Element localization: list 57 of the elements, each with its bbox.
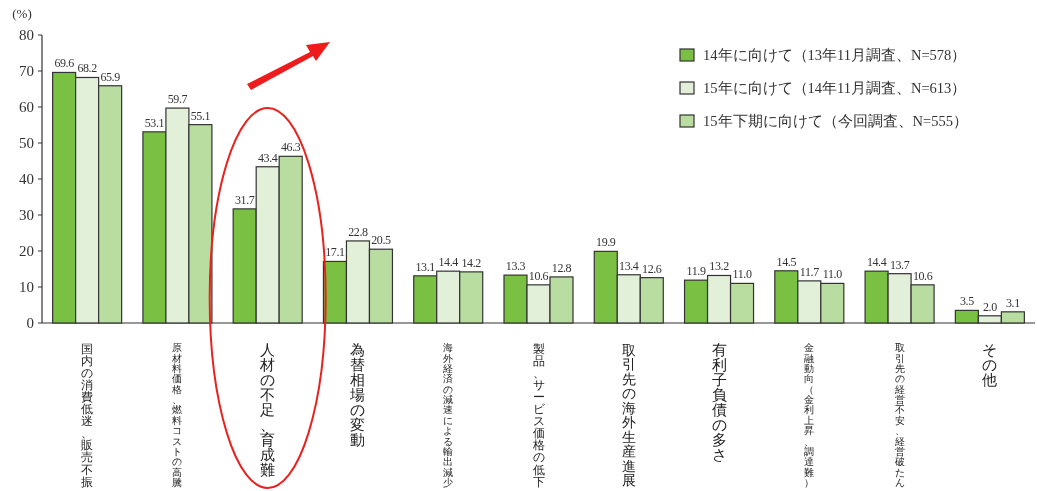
y-tick-label: 80	[19, 27, 34, 43]
data-label: 69.6	[54, 56, 75, 71]
data-label: 3.5	[959, 294, 975, 309]
data-label: 12.6	[642, 261, 662, 276]
data-label: 31.7	[234, 192, 255, 207]
data-label: 13.7	[889, 257, 910, 272]
data-label: 14.4	[438, 255, 459, 270]
data-label: 53.1	[144, 115, 165, 130]
y-tick-label: 50	[19, 135, 34, 151]
data-label: 14.5	[776, 254, 797, 269]
legend-label: 14年に向けて（13年11月調査、N=578）	[703, 47, 967, 63]
data-label: 17.1	[325, 245, 346, 260]
data-label: 12.8	[551, 260, 572, 275]
x-tick-label: 有利子負債の多さ	[711, 342, 727, 463]
data-label: 65.9	[100, 69, 121, 84]
y-tick-label: 70	[19, 63, 34, 79]
data-label: 10.6	[528, 268, 549, 283]
data-label: 3.1	[1005, 295, 1021, 310]
y-axis-title: (%)	[12, 6, 32, 21]
data-label: 11.7	[799, 264, 820, 279]
data-label: 13.2	[709, 259, 730, 274]
data-label: 22.8	[348, 224, 369, 239]
category-label: 原材料価格、燃料コストの高騰	[172, 342, 183, 488]
data-label: 14.4	[866, 255, 887, 270]
y-tick-label: 0	[26, 315, 34, 331]
legend-label: 15年に向けて（14年11月調査、N=613）	[703, 80, 967, 96]
category-label: 製品、サービス価格の低下	[532, 342, 545, 489]
data-label: 19.9	[596, 235, 616, 250]
data-label: 46.3	[280, 140, 301, 155]
data-label: 43.4	[257, 150, 278, 165]
y-tick-label: 60	[19, 99, 34, 115]
legend-label: 15年下期に向けて（今回調査、N=555）	[703, 113, 968, 129]
data-label: 11.9	[686, 264, 706, 279]
data-label: 11.0	[822, 267, 843, 282]
x-tick-label: 為替相場の変動	[349, 342, 366, 448]
data-label: 10.6	[912, 268, 933, 283]
data-label: 59.7	[167, 92, 188, 107]
category-label: 金融動向（金利上昇、調達難）	[804, 342, 815, 488]
category-label: 国内の消費低迷、販売不振	[81, 342, 94, 489]
y-tick-label: 30	[19, 207, 34, 223]
data-label: 55.1	[190, 108, 211, 123]
category-label: 取引先の海外生産進展	[621, 341, 636, 489]
data-label: 14.2	[461, 255, 482, 270]
y-tick-label: 20	[19, 243, 34, 259]
category-label: 海外経済の減速による輸出減少	[443, 342, 454, 488]
data-label: 13.1	[415, 259, 436, 274]
data-label: 68.2	[77, 61, 98, 76]
data-label: 2.0	[982, 299, 998, 314]
category-label: 人材の不足、育成難	[260, 342, 276, 478]
data-label: 11.0	[732, 267, 752, 282]
data-label: 20.5	[371, 233, 392, 248]
category-label: 取引先の経営不安、経営破たん	[894, 342, 905, 488]
x-tick-label: その他	[982, 342, 998, 388]
data-label: 13.4	[619, 258, 639, 273]
data-label: 13.3	[505, 259, 526, 274]
y-tick-label: 40	[19, 171, 34, 187]
y-tick-label: 10	[19, 279, 34, 295]
